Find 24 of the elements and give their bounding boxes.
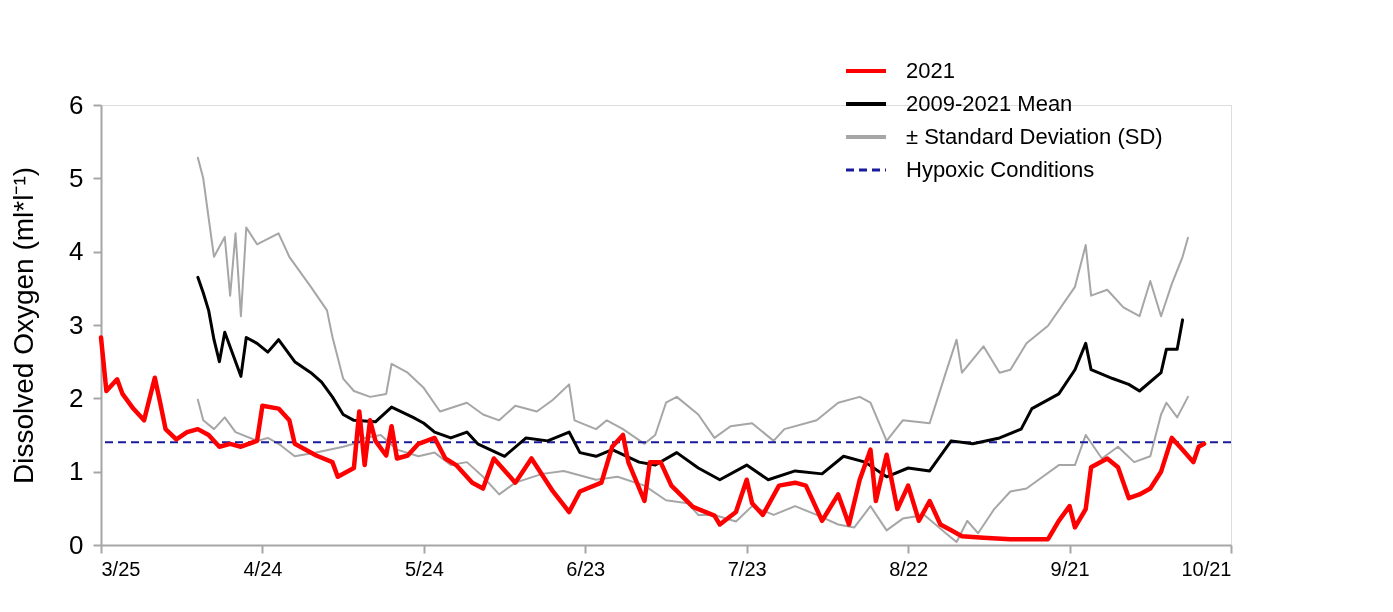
y-tick-label: 0: [69, 529, 84, 560]
y-tick-label: 3: [69, 309, 84, 340]
y-tick-label: 6: [69, 89, 84, 120]
x-tick-label: 3/25: [101, 557, 141, 580]
x-tick-label: 5/24: [404, 557, 444, 580]
line-series: [98, 335, 1207, 542]
legend-label: 2009-2021 Mean: [906, 91, 1073, 116]
y-tick-label: 2: [69, 382, 84, 413]
y-axis-title: Dissolved Oxygen (ml*l⁻¹): [8, 166, 40, 485]
line-series: [196, 395, 1189, 544]
legend-label: ± Standard Deviation (SD): [906, 124, 1163, 149]
x-tick-label: 4/24: [243, 557, 283, 580]
line-series: [196, 275, 1185, 482]
x-tick-label: 7/23: [727, 557, 767, 580]
x-tick-label: 10/21: [1181, 557, 1232, 580]
legend-label: 2021: [906, 58, 955, 83]
y-tick-label: 4: [69, 236, 84, 267]
x-tick-label: 9/21: [1050, 557, 1090, 580]
y-tick-label: 5: [69, 162, 84, 193]
y-tick-label: 1: [69, 456, 84, 487]
x-tick-label: 8/22: [889, 557, 929, 580]
legend-label: Hypoxic Conditions: [906, 157, 1095, 182]
line-series: [196, 156, 1189, 445]
x-tick-label: 6/23: [566, 557, 606, 580]
